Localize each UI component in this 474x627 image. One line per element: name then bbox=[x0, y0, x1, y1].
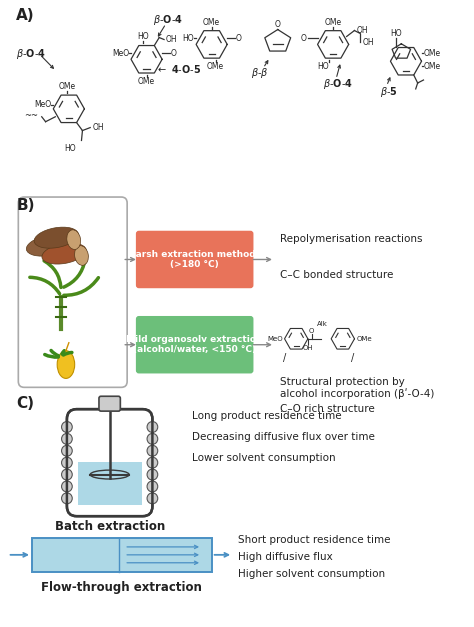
Text: $\beta$-$\beta$: $\beta$-$\beta$ bbox=[251, 66, 269, 80]
Circle shape bbox=[147, 481, 158, 492]
Text: Alk: Alk bbox=[317, 321, 328, 327]
Text: /: / bbox=[283, 352, 286, 362]
Bar bbox=[78, 461, 142, 505]
Text: $\beta$-$\bf{5}$: $\beta$-$\bf{5}$ bbox=[380, 85, 398, 99]
FancyBboxPatch shape bbox=[136, 231, 254, 288]
Text: High diffusive flux: High diffusive flux bbox=[238, 552, 333, 562]
Text: O: O bbox=[309, 328, 314, 334]
Text: OH: OH bbox=[362, 38, 374, 47]
Text: C): C) bbox=[17, 396, 35, 411]
Circle shape bbox=[62, 421, 72, 433]
Circle shape bbox=[147, 433, 158, 445]
FancyArrowPatch shape bbox=[64, 278, 99, 295]
Text: MeO: MeO bbox=[112, 49, 129, 58]
Text: OH: OH bbox=[302, 345, 313, 350]
Circle shape bbox=[62, 481, 72, 492]
Text: HO: HO bbox=[182, 34, 194, 43]
Ellipse shape bbox=[27, 235, 71, 256]
Ellipse shape bbox=[59, 238, 73, 258]
Text: O: O bbox=[171, 49, 177, 58]
Circle shape bbox=[62, 493, 72, 504]
Text: HO: HO bbox=[391, 29, 402, 38]
Circle shape bbox=[147, 445, 158, 456]
Text: Batch extraction: Batch extraction bbox=[55, 520, 165, 533]
Text: B): B) bbox=[17, 198, 35, 213]
Text: HO: HO bbox=[318, 62, 329, 71]
FancyArrowPatch shape bbox=[45, 354, 58, 357]
Circle shape bbox=[147, 457, 158, 468]
Text: Lower solvent consumption: Lower solvent consumption bbox=[192, 453, 336, 463]
Text: OMe: OMe bbox=[423, 49, 441, 58]
Circle shape bbox=[147, 469, 158, 480]
Circle shape bbox=[62, 469, 72, 480]
Bar bbox=[32, 538, 212, 572]
Text: OH: OH bbox=[356, 26, 368, 35]
Text: alcohol incorporation (βʹ-O-4): alcohol incorporation (βʹ-O-4) bbox=[280, 388, 434, 399]
Text: Harsh extraction methods
(>180 °C): Harsh extraction methods (>180 °C) bbox=[128, 250, 261, 269]
Text: Long product residence time: Long product residence time bbox=[192, 411, 342, 421]
Text: O: O bbox=[301, 34, 307, 43]
Text: Short product residence time: Short product residence time bbox=[238, 535, 391, 545]
FancyArrowPatch shape bbox=[44, 261, 61, 287]
Text: OMe: OMe bbox=[207, 62, 224, 71]
Text: /: / bbox=[351, 352, 354, 362]
Text: MeO: MeO bbox=[34, 100, 51, 109]
Text: $\leftarrow$ $\bf{4}$-$\bf{O}$-$\bf{5}$: $\leftarrow$ $\bf{4}$-$\bf{O}$-$\bf{5}$ bbox=[156, 63, 201, 75]
Text: $\beta$-$\bf{O}$-$\bf{4}$: $\beta$-$\bf{O}$-$\bf{4}$ bbox=[323, 77, 353, 91]
FancyArrowPatch shape bbox=[62, 350, 64, 354]
Text: HO: HO bbox=[137, 33, 148, 41]
Text: ~~: ~~ bbox=[24, 111, 38, 120]
Text: Structural protection by: Structural protection by bbox=[280, 377, 404, 387]
Text: A): A) bbox=[17, 8, 35, 23]
Circle shape bbox=[62, 457, 72, 468]
Text: O: O bbox=[236, 34, 242, 43]
Text: OH: OH bbox=[166, 35, 178, 44]
Text: $\beta$-$\bf{O}$-$\bf{4}$: $\beta$-$\bf{O}$-$\bf{4}$ bbox=[154, 13, 183, 26]
Text: C–C bonded structure: C–C bonded structure bbox=[280, 270, 393, 280]
FancyArrowPatch shape bbox=[64, 352, 72, 355]
Text: OMe: OMe bbox=[325, 18, 342, 26]
FancyArrowPatch shape bbox=[30, 277, 60, 294]
Ellipse shape bbox=[57, 350, 75, 379]
FancyBboxPatch shape bbox=[136, 316, 254, 374]
Text: $\beta$-$\bf{O}$-$\bf{4}$: $\beta$-$\bf{O}$-$\bf{4}$ bbox=[17, 47, 46, 61]
Text: OMe: OMe bbox=[203, 18, 220, 26]
Text: OH: OH bbox=[92, 123, 104, 132]
Ellipse shape bbox=[67, 230, 81, 250]
Ellipse shape bbox=[42, 243, 86, 264]
FancyBboxPatch shape bbox=[67, 409, 153, 516]
FancyBboxPatch shape bbox=[18, 197, 127, 387]
Circle shape bbox=[147, 493, 158, 504]
Text: Higher solvent consumption: Higher solvent consumption bbox=[238, 569, 385, 579]
Text: OMe: OMe bbox=[423, 61, 441, 71]
FancyArrowPatch shape bbox=[64, 260, 85, 287]
Text: HO: HO bbox=[64, 144, 76, 154]
Ellipse shape bbox=[34, 227, 78, 248]
Circle shape bbox=[62, 433, 72, 445]
Text: OMe: OMe bbox=[138, 77, 155, 86]
Circle shape bbox=[147, 421, 158, 433]
Text: MeO: MeO bbox=[267, 336, 283, 342]
Text: Repolymerisation reactions: Repolymerisation reactions bbox=[280, 234, 422, 244]
Text: O: O bbox=[275, 19, 281, 29]
Text: OMe: OMe bbox=[356, 336, 372, 342]
Text: C–O rich structure: C–O rich structure bbox=[280, 404, 374, 414]
Text: OMe: OMe bbox=[58, 82, 75, 91]
Text: Mild organosolv extraction
(alcohol/water, <150 °C): Mild organosolv extraction (alcohol/wate… bbox=[127, 335, 263, 354]
Text: Flow-through extraction: Flow-through extraction bbox=[41, 581, 202, 594]
FancyBboxPatch shape bbox=[99, 396, 120, 411]
Circle shape bbox=[62, 445, 72, 456]
Ellipse shape bbox=[74, 246, 88, 265]
FancyArrowPatch shape bbox=[51, 350, 58, 356]
Text: Decreasing diffusive flux over time: Decreasing diffusive flux over time bbox=[192, 432, 375, 442]
